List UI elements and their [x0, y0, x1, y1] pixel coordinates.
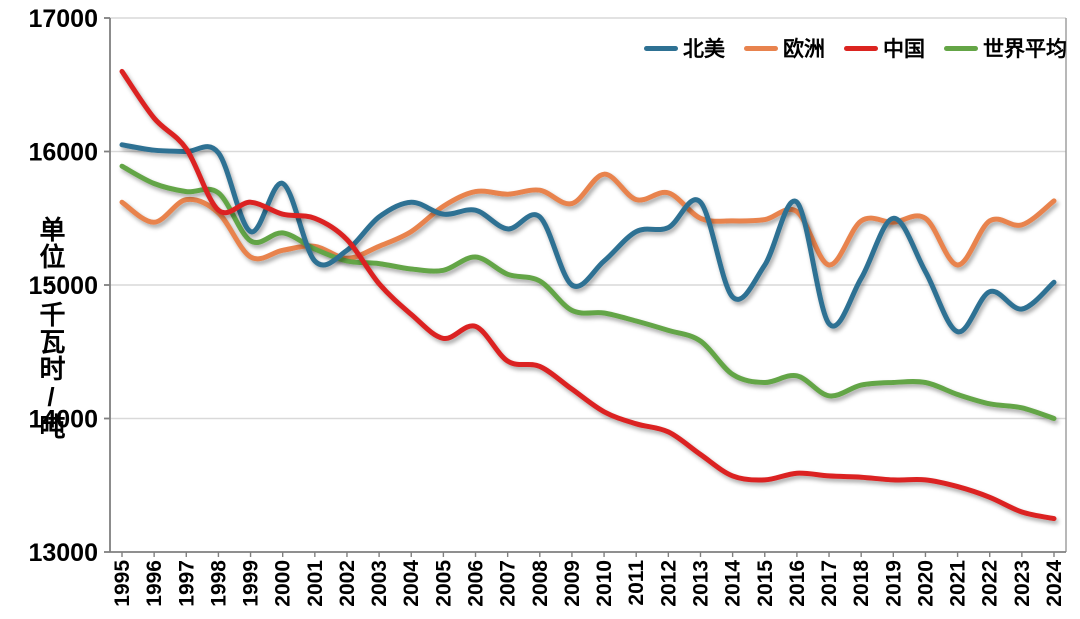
svg-text:2003: 2003: [368, 560, 391, 607]
svg-text:15000: 15000: [28, 272, 98, 300]
data-series: [119, 68, 1057, 522]
svg-text:2022: 2022: [979, 560, 1002, 607]
svg-text:2008: 2008: [529, 560, 552, 607]
legend-label: 欧洲: [783, 38, 825, 61]
svg-text:2024: 2024: [1043, 560, 1066, 607]
svg-text:17000: 17000: [28, 5, 98, 33]
gridlines: [110, 17, 1066, 420]
y-axis-title: 单位:千瓦时/吨: [36, 216, 66, 440]
svg-text:2014: 2014: [722, 560, 745, 607]
svg-text:2001: 2001: [304, 560, 327, 607]
svg-text:2016: 2016: [786, 560, 809, 607]
svg-text:13000: 13000: [28, 539, 98, 567]
legend-label: 中国: [883, 38, 925, 61]
axes: [104, 17, 1067, 557]
svg-text:2015: 2015: [754, 560, 777, 607]
svg-text:2006: 2006: [465, 560, 488, 607]
legend-item-world-average: 世界平均: [944, 33, 1067, 63]
svg-text:2010: 2010: [593, 560, 616, 607]
legend-swatch-world-average: [944, 45, 978, 51]
svg-text:2017: 2017: [818, 560, 841, 607]
svg-text:1999: 1999: [240, 560, 263, 607]
svg-text:2012: 2012: [657, 560, 680, 607]
series-line-北美: [119, 142, 1057, 335]
legend-label: 世界平均: [983, 38, 1067, 61]
legend-swatch-china: [844, 45, 878, 51]
svg-text:2020: 2020: [914, 560, 937, 607]
svg-text:2018: 2018: [850, 560, 873, 607]
svg-text:16000: 16000: [28, 139, 98, 167]
series-line-中国: [119, 68, 1057, 522]
svg-text:1997: 1997: [175, 560, 198, 607]
svg-text:1998: 1998: [207, 560, 230, 607]
legend-item-china: 中国: [844, 33, 925, 63]
svg-text:2023: 2023: [1011, 560, 1034, 607]
svg-text:2013: 2013: [689, 560, 712, 607]
svg-text:14000: 14000: [28, 406, 98, 434]
svg-text:1996: 1996: [143, 560, 166, 607]
legend-swatch-europe: [744, 45, 778, 51]
svg-text:2005: 2005: [432, 560, 455, 607]
svg-text:2021: 2021: [947, 560, 970, 607]
svg-text:2000: 2000: [272, 560, 295, 607]
legend-item-north-america: 北美: [644, 33, 725, 63]
svg-text:2009: 2009: [561, 560, 584, 607]
svg-text:2004: 2004: [400, 560, 423, 607]
legend-label: 北美: [683, 38, 725, 61]
legend: 北美 欧洲 中国 世界平均: [644, 33, 1067, 63]
svg-text:1995: 1995: [111, 560, 134, 607]
series-line-世界平均: [119, 163, 1057, 421]
svg-text:2019: 2019: [882, 560, 905, 607]
legend-swatch-north-america: [644, 45, 678, 51]
svg-text:2007: 2007: [497, 560, 520, 607]
svg-text:2002: 2002: [336, 560, 359, 607]
legend-item-europe: 欧洲: [744, 33, 825, 63]
svg-text:2011: 2011: [625, 560, 648, 606]
axis-tick-labels: 13000 14000 15000 16000 17000 1995 1996 1997 199…: [28, 5, 1066, 607]
